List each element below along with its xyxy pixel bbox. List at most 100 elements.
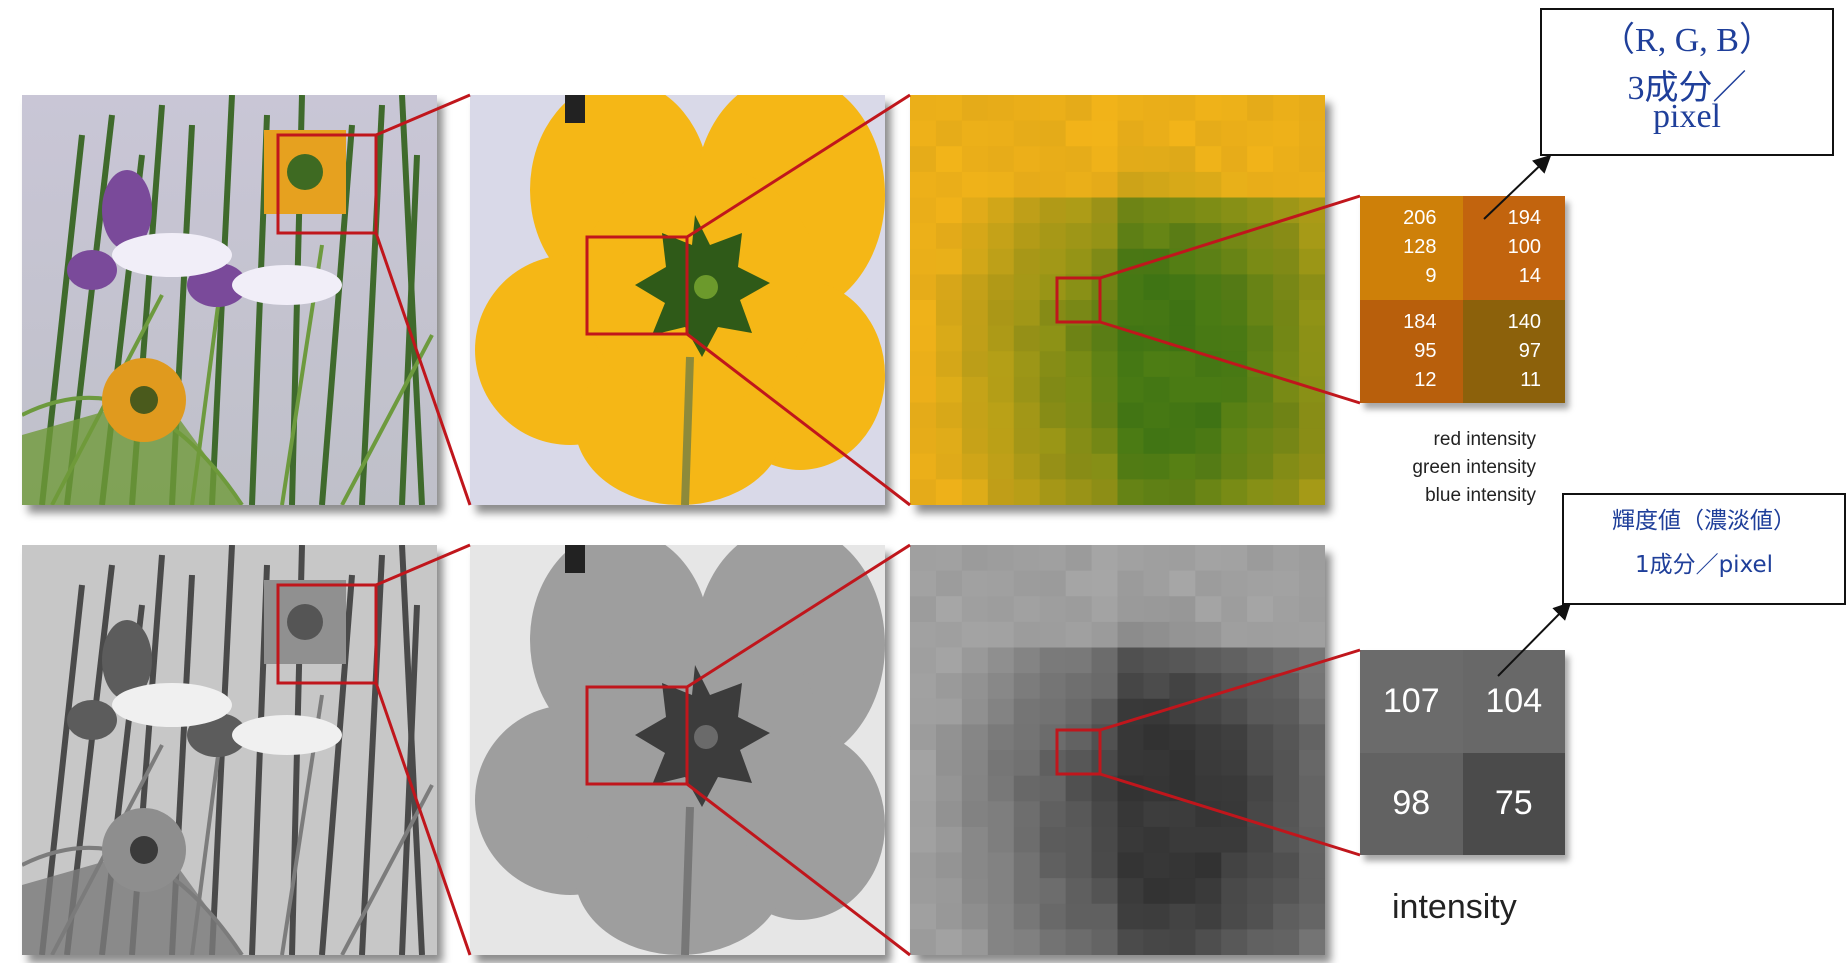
pixel-tile bbox=[1065, 325, 1093, 352]
pixel-tile bbox=[1065, 95, 1093, 122]
pixel-tile bbox=[1195, 801, 1222, 828]
pixel-tile bbox=[1299, 621, 1325, 649]
pixel-tile bbox=[910, 197, 937, 224]
pixel-tile bbox=[1273, 852, 1300, 879]
pixel-tile bbox=[1117, 775, 1145, 802]
pixel-tile bbox=[1221, 479, 1248, 505]
pixel-tile bbox=[1221, 826, 1248, 854]
pixel-tile bbox=[961, 826, 989, 854]
pixel-tile bbox=[1273, 903, 1300, 930]
pixel-tile bbox=[1065, 248, 1093, 275]
pixel-tile bbox=[1013, 300, 1041, 327]
pixel-tile bbox=[961, 852, 989, 879]
green-value: 95 bbox=[1414, 339, 1437, 362]
pixel-tile bbox=[1247, 453, 1274, 480]
pixel-tile bbox=[935, 197, 963, 224]
pixel-tile bbox=[987, 903, 1015, 930]
pixel-tile bbox=[1039, 223, 1067, 250]
pixel-tile bbox=[1273, 724, 1300, 751]
pixel-tile bbox=[987, 428, 1015, 455]
pixel-tile bbox=[1143, 903, 1170, 930]
pixel-tile bbox=[1143, 274, 1170, 301]
pixel-tile bbox=[1039, 878, 1067, 905]
pixel-tile bbox=[935, 120, 963, 147]
pixel-tile bbox=[1299, 903, 1325, 930]
pixel-tile bbox=[961, 95, 989, 122]
pixel-tile bbox=[1065, 775, 1093, 802]
pixel-tile bbox=[1299, 146, 1325, 173]
pixel-tile bbox=[1247, 801, 1274, 828]
pixel-tile bbox=[1299, 929, 1325, 955]
pixel-tile bbox=[1117, 826, 1145, 854]
pixel-tile bbox=[987, 698, 1015, 725]
pixel-tile bbox=[1299, 545, 1325, 572]
pixel-tile bbox=[1299, 570, 1325, 597]
pixel-tile bbox=[987, 673, 1015, 700]
pixel-tile bbox=[1117, 325, 1145, 352]
pixel-tile bbox=[935, 453, 963, 480]
pixel-tile bbox=[910, 801, 937, 828]
pixel-tile bbox=[961, 750, 989, 777]
pixel-tile bbox=[1117, 197, 1145, 224]
pixel-tile bbox=[1247, 621, 1274, 649]
pixel-tile bbox=[1117, 453, 1145, 480]
pixel-tile bbox=[987, 171, 1015, 199]
pixel-tile bbox=[961, 570, 989, 597]
pixel-tile bbox=[961, 428, 989, 455]
green-value: 100 bbox=[1507, 236, 1541, 259]
pixel-tile bbox=[1065, 376, 1093, 404]
pixel-tile bbox=[1299, 453, 1325, 480]
pixel-tile bbox=[1091, 570, 1119, 597]
pixel-tile bbox=[935, 274, 963, 301]
pixel-tile bbox=[1247, 596, 1274, 623]
blue-value: 11 bbox=[1520, 368, 1541, 391]
pixel-tile bbox=[1195, 428, 1222, 455]
pixel-tile bbox=[987, 248, 1015, 275]
pixel-tile bbox=[1273, 596, 1300, 623]
pixel-tile bbox=[1065, 621, 1093, 649]
pixel-tile bbox=[961, 724, 989, 751]
pixel-tile bbox=[1273, 351, 1300, 378]
pixel-tile bbox=[1013, 274, 1041, 301]
pixel-tile bbox=[987, 647, 1015, 674]
pixel-tile bbox=[1247, 146, 1274, 173]
pixel-tile bbox=[1299, 724, 1325, 751]
pixel-tile bbox=[1169, 929, 1196, 955]
pixel-tile bbox=[1039, 95, 1067, 122]
pixel-tile bbox=[1195, 621, 1222, 649]
pixel-tile bbox=[961, 120, 989, 147]
pixel-tile bbox=[1143, 826, 1170, 854]
pixel-tile bbox=[1065, 120, 1093, 147]
pixel-tile bbox=[1273, 750, 1300, 777]
pixel-tile bbox=[987, 724, 1015, 751]
pixel-tile bbox=[987, 95, 1015, 122]
pixel-tile bbox=[1039, 428, 1067, 455]
pixel-tile bbox=[1013, 223, 1041, 250]
pixel-tile bbox=[1065, 428, 1093, 455]
pixel-tile bbox=[1221, 428, 1248, 455]
pixel-tile bbox=[987, 596, 1015, 623]
pixel-tile bbox=[1091, 120, 1119, 147]
pixel-tile bbox=[1091, 274, 1119, 301]
pixel-tile bbox=[910, 428, 937, 455]
pixel-tile bbox=[961, 479, 989, 505]
pixel-tile bbox=[935, 95, 963, 122]
pixel-tile bbox=[1065, 274, 1093, 301]
pixel-tile bbox=[1169, 171, 1196, 199]
pixel-tile bbox=[1221, 647, 1248, 674]
pixel-tile bbox=[1117, 376, 1145, 404]
pixel-tile bbox=[1169, 402, 1196, 429]
pixel-tile bbox=[1065, 929, 1093, 955]
pixel-tile bbox=[961, 453, 989, 480]
pixel-tile bbox=[1299, 274, 1325, 301]
pixel-tile bbox=[961, 903, 989, 930]
pixel-tile bbox=[987, 146, 1015, 173]
pixel-tile bbox=[1299, 596, 1325, 623]
pixel-tile bbox=[1091, 673, 1119, 700]
pixel-tile bbox=[1039, 402, 1067, 429]
gray-pixel-top-left: 107 bbox=[1360, 650, 1463, 753]
pixel-tile bbox=[961, 300, 989, 327]
pixel-tile bbox=[1169, 197, 1196, 224]
pixel-tile bbox=[935, 801, 963, 828]
pixel-tile bbox=[961, 545, 989, 572]
